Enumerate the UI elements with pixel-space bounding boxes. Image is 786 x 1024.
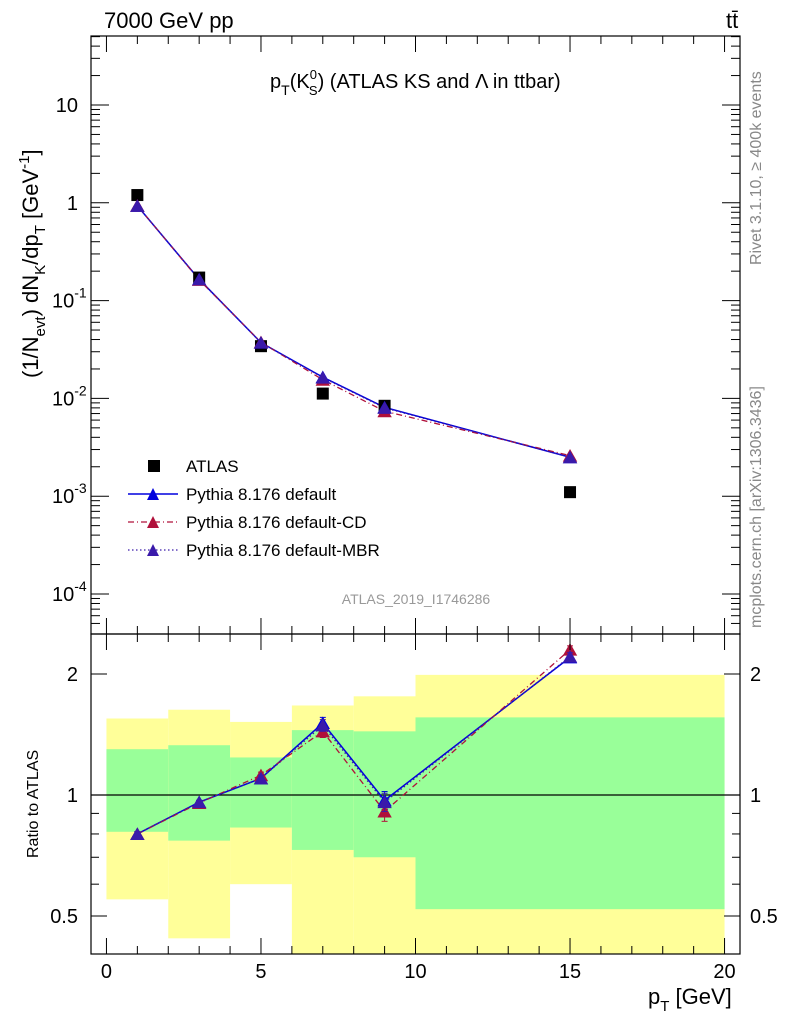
ratio-ytick-label: 2 [67, 664, 78, 686]
ratio-ytick-label: 0.5 [50, 906, 78, 928]
legend-label-cd: Pythia 8.176 default-CD [186, 513, 367, 532]
main-data-point-mc [130, 199, 145, 212]
ratio-band-green [106, 749, 169, 832]
ratio-series-line [137, 649, 571, 835]
ratio-data-point [377, 795, 392, 809]
main-data-point-mc [315, 371, 330, 384]
ratio-band-green [291, 730, 354, 850]
main-data-point-mc [562, 450, 578, 464]
ratio-series-line [137, 656, 571, 835]
ratio-band-green [168, 745, 231, 841]
main-data-point-atlas [316, 387, 329, 400]
ratio-data-point [562, 649, 578, 663]
ratio-xtick-label: 20 [713, 961, 735, 983]
ratio-data-point [315, 718, 330, 732]
main-ytick-label: 10-1 [52, 285, 87, 313]
ratio-xtick-label: 5 [255, 961, 266, 983]
main-data-point-mc [377, 401, 392, 414]
legend: ATLAS Pythia 8.176 default Pythia 8.176 … [128, 457, 380, 560]
legend-label-default: Pythia 8.176 default [186, 485, 337, 504]
main-data-point-atlas [564, 486, 577, 499]
ratio-xtick-label: 15 [559, 961, 581, 983]
ratio-band-green [230, 757, 292, 828]
legend-marker-mbr [147, 544, 159, 556]
ratio-xtick-label: 0 [101, 961, 112, 983]
main-data-point-atlas [131, 189, 144, 202]
legend-marker-atlas [148, 460, 160, 472]
ratio-ytick-label-right: 2 [750, 664, 761, 686]
ratio-data-point [130, 827, 145, 840]
ratio-ytick-label-right: 1 [750, 785, 761, 807]
main-series-line [136, 205, 571, 458]
ratio-ytick-label: 1 [67, 785, 78, 807]
main-ytick-label: 10-2 [52, 382, 87, 410]
ratio-panel: 0 5 10 15 20 0.5 0.5 1 1 2 2 Ratio to ATLAS pT [Ge… [25, 633, 778, 1015]
main-ytick-label: 10 [56, 95, 78, 117]
main-data-point-mc [253, 336, 269, 349]
side-rivet: Rivet 3.1.10, ≥ 400k events [748, 71, 765, 265]
main-series-line [136, 205, 571, 457]
header-right: tt̄ [726, 8, 738, 33]
legend-marker-cd [147, 516, 159, 528]
ratio-xlabel: pT [GeV] [648, 984, 732, 1015]
main-ytick-label: 10-4 [52, 578, 87, 606]
ratio-data-point [191, 795, 207, 809]
header-left: 7000 GeV pp [104, 8, 234, 33]
main-data-point-mc [191, 272, 207, 286]
legend-label-atlas: ATLAS [186, 457, 239, 476]
main-panel: 10 1 10-1 10-2 10-3 10-4 pT(K0 S) (ATLAS KS an… [16, 35, 741, 635]
ratio-band-green [415, 717, 725, 910]
legend-label-mbr: Pythia 8.176 default-MBR [186, 541, 380, 560]
main-ytick-label: 1 [67, 193, 78, 215]
main-series-line [136, 205, 571, 459]
legend-marker-default [147, 488, 159, 500]
main-title: pT(K0 S) (ATLAS KS and Λ in ttbar) [270, 67, 561, 98]
ratio-xtick-label: 10 [404, 961, 426, 983]
main-ylabel: (1/Nevt) dNK/dpT [GeV-1] [16, 149, 49, 378]
ratio-series-line [137, 656, 571, 835]
ratio-ytick-label-right: 0.5 [750, 906, 778, 928]
ratio-ylabel: Ratio to ATLAS [25, 750, 42, 858]
ratio-data-point [253, 771, 269, 785]
main-watermark: ATLAS_2019_I1746286 [342, 591, 491, 607]
side-mcplots: mcplots.cern.ch [arXiv:1306.3436] [748, 386, 765, 628]
main-ytick-label: 10-3 [52, 480, 87, 508]
